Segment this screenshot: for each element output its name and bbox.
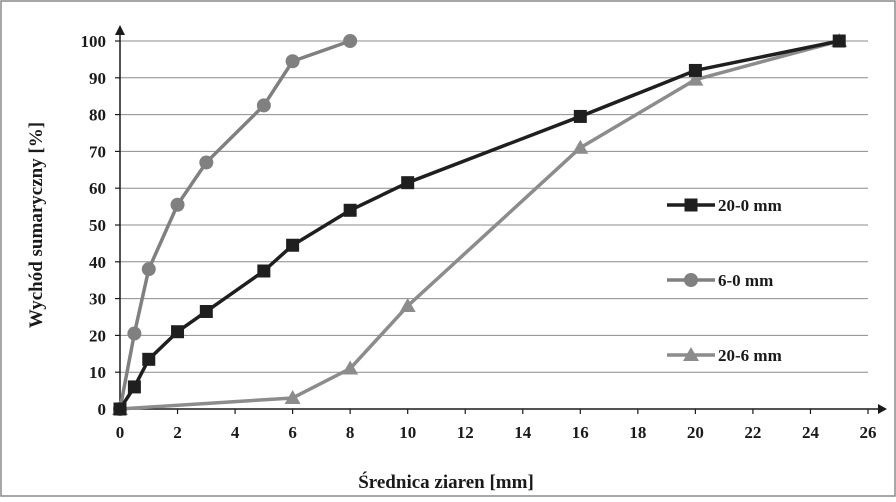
- legend-entry: 6-0 mm: [667, 271, 773, 290]
- data-point: [141, 262, 156, 277]
- data-point: [343, 34, 358, 48]
- data-point: [342, 360, 359, 375]
- y-tick-label: 50: [89, 216, 106, 235]
- y-tick-label: 60: [89, 179, 106, 198]
- x-tick-label: 26: [860, 423, 877, 442]
- y-tick-label: 70: [89, 142, 106, 161]
- data-point: [343, 203, 357, 217]
- x-axis-title: Średnica ziaren [mm]: [358, 471, 534, 493]
- data-point: [171, 325, 185, 339]
- y-tick-label: 30: [89, 290, 106, 309]
- y-tick-label: 90: [89, 69, 106, 88]
- x-tick-label: 10: [399, 423, 416, 442]
- x-axis-arrow: [878, 404, 887, 414]
- y-tick-label: 100: [81, 32, 107, 51]
- data-point: [286, 238, 300, 252]
- x-tick-label: 16: [572, 423, 589, 442]
- x-tick-label: 0: [116, 423, 125, 442]
- data-point: [256, 98, 271, 113]
- legend-marker: [683, 347, 699, 361]
- x-tick-label: 4: [231, 423, 240, 442]
- legend-entry: 20-0 mm: [667, 196, 782, 215]
- y-tick-label: 20: [89, 326, 106, 345]
- y-axis-arrow: [115, 25, 125, 35]
- series-line: [118, 39, 351, 410]
- legend-marker: [684, 273, 698, 287]
- data-point: [199, 155, 214, 170]
- data-point: [199, 304, 213, 318]
- y-tick-label: 0: [98, 400, 107, 419]
- data-point: [284, 389, 301, 404]
- legend-entry: 20-6 mm: [667, 346, 782, 365]
- data-point: [401, 176, 415, 190]
- x-tick-label: 24: [802, 423, 820, 442]
- data-point: [113, 402, 127, 416]
- series-layer: [112, 33, 848, 416]
- data-point: [127, 380, 141, 394]
- x-tick-label: 20: [687, 423, 704, 442]
- data-point: [572, 139, 589, 154]
- x-tick-label: 8: [346, 423, 355, 442]
- legend-marker: [684, 198, 698, 212]
- data-point: [257, 264, 271, 278]
- x-tick-label: 14: [514, 423, 532, 442]
- data-point: [687, 71, 704, 86]
- legend: 20-0 mm 6-0 mm 20-6 mm: [667, 196, 782, 365]
- x-tick-label: 12: [457, 423, 474, 442]
- y-tick-label: 40: [89, 253, 106, 272]
- legend-label: 20-6 mm: [718, 346, 782, 365]
- data-point: [832, 34, 846, 48]
- data-point: [142, 352, 156, 366]
- data-point: [127, 326, 142, 341]
- y-tick-label: 10: [89, 363, 106, 382]
- x-tick-label: 18: [629, 423, 646, 442]
- legend-label: 6-0 mm: [718, 271, 773, 290]
- x-tick-label: 6: [288, 423, 297, 442]
- series-circle: [113, 34, 358, 416]
- data-point: [688, 63, 702, 77]
- series-square: [113, 34, 846, 416]
- data-point: [170, 197, 185, 212]
- x-tick-label: 22: [744, 423, 761, 442]
- data-point: [399, 297, 416, 312]
- data-point: [285, 54, 300, 69]
- data-point: [573, 109, 587, 123]
- x-tick-label: 2: [173, 423, 182, 442]
- y-tick-label: 80: [89, 106, 106, 125]
- y-axis-title: Wychód sumaryczny [%]: [26, 122, 47, 328]
- legend-label: 20-0 mm: [718, 196, 782, 215]
